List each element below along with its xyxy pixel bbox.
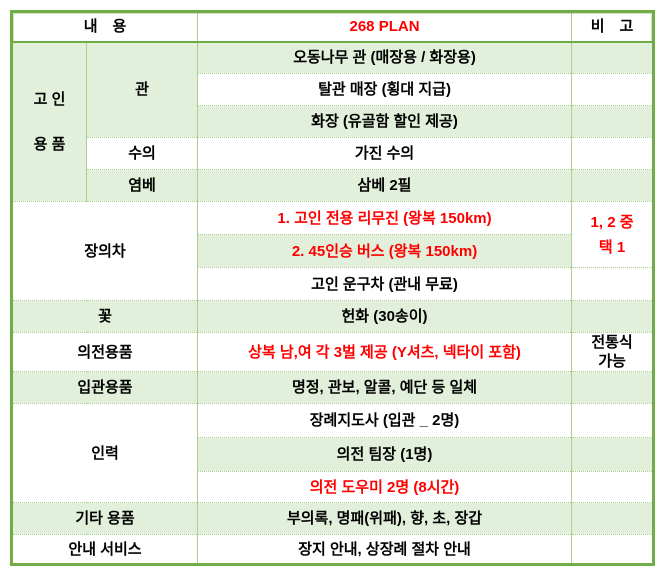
ceremony-note-line1: 전통식 — [591, 334, 633, 351]
cell-flower-label: 꽃 — [10, 300, 198, 333]
header-note: 비 고 — [571, 11, 654, 43]
cell-note-empty-3 — [571, 105, 654, 138]
hearse-note-line1: 1, 2 중 — [590, 213, 634, 231]
cell-coffin-label: 관 — [85, 41, 198, 138]
cell-note-empty-10 — [571, 437, 654, 472]
hearse-note-line2: 택 1 — [598, 238, 626, 256]
cell-ceremony-note: 전통식 가능 — [571, 332, 654, 372]
cell-note-empty-11 — [571, 471, 654, 503]
cell-encoffining-label: 입관용품 — [10, 371, 198, 404]
cell-shroud-value: 가진 수의 — [197, 137, 572, 170]
header-content: 내 용 — [10, 11, 198, 43]
cell-ceremony-value: 상복 남,여 각 3벌 제공 (Y셔츠, 넥타이 포함) — [197, 332, 572, 372]
cell-deceased-items-label: 고 인 용 품 — [11, 41, 87, 202]
cell-note-empty-9 — [571, 403, 654, 438]
ceremony-note-line2: 가능 — [598, 353, 626, 370]
cell-note-empty-12 — [571, 502, 654, 535]
cell-note-empty-5 — [571, 169, 654, 202]
cell-staff-option-3: 의전 도우미 2명 (8시간) — [197, 471, 572, 503]
cell-hearse-label: 장의차 — [10, 201, 198, 301]
cell-hearse-option-2: 2. 45인승 버스 (왕복 150km) — [197, 234, 572, 268]
cell-staff-option-2: 의전 팀장 (1명) — [197, 437, 572, 472]
cell-note-empty-1 — [571, 41, 654, 74]
plan-table: 내 용 268 PLAN 비 고 고 인 용 품 관 오동나무 관 (매장용 /… — [10, 10, 656, 566]
cell-note-empty-6 — [571, 267, 654, 301]
cell-ceremony-label: 의전용품 — [10, 332, 198, 372]
cell-hemp-value: 삼베 2필 — [197, 169, 572, 202]
cell-hearse-option-1: 1. 고인 전용 리무진 (왕복 150km) — [197, 201, 572, 235]
deceased-label-line2: 용 품 — [33, 135, 66, 153]
header-plan-title: 268 PLAN — [197, 11, 572, 43]
cell-guide-label: 안내 서비스 — [10, 534, 198, 565]
cell-guide-value: 장지 안내, 상장례 절차 안내 — [197, 534, 572, 565]
cell-hearse-option-3: 고인 운구차 (관내 무료) — [197, 267, 572, 301]
cell-hearse-note: 1, 2 중 택 1 — [571, 201, 654, 268]
cell-note-empty-13 — [571, 534, 654, 565]
cell-note-empty-2 — [571, 73, 654, 106]
cell-etc-items-value: 부의록, 명패(위패), 향, 초, 장갑 — [197, 502, 572, 535]
cell-note-empty-7 — [571, 300, 654, 333]
deceased-label-line1: 고 인 — [33, 90, 66, 108]
cell-etc-items-label: 기타 용품 — [10, 502, 198, 535]
cell-note-empty-4 — [571, 137, 654, 170]
cell-coffin-option-1: 오동나무 관 (매장용 / 화장용) — [197, 41, 572, 74]
cell-flower-value: 헌화 (30송이) — [197, 300, 572, 333]
cell-staff-option-1: 장례지도사 (입관 _ 2명) — [197, 403, 572, 438]
cell-coffin-option-2: 탈관 매장 (횡대 지급) — [197, 73, 572, 106]
cell-staff-label: 인력 — [10, 403, 198, 503]
cell-hemp-label: 염베 — [85, 169, 198, 202]
cell-coffin-option-3: 화장 (유골함 할인 제공) — [197, 105, 572, 138]
cell-shroud-label: 수의 — [85, 137, 198, 170]
cell-note-empty-8 — [571, 371, 654, 404]
cell-encoffining-value: 명정, 관보, 알콜, 예단 등 일체 — [197, 371, 572, 404]
